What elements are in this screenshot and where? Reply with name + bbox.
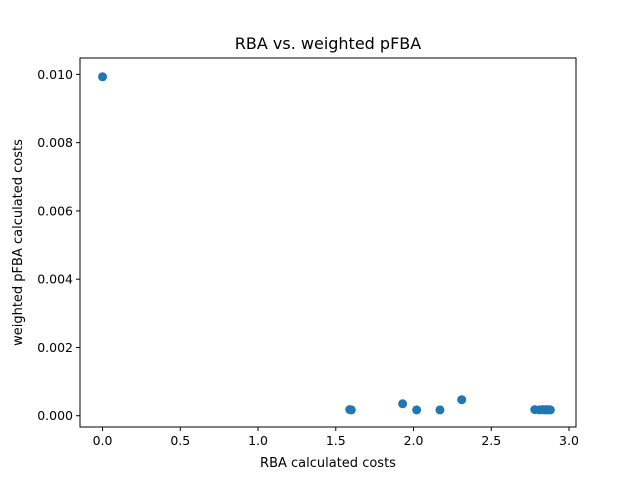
- data-point: [412, 405, 422, 415]
- data-point: [398, 399, 408, 409]
- y-tick-label: 0.002: [37, 340, 73, 355]
- y-tick-label: 0.008: [37, 135, 73, 150]
- data-point: [98, 72, 108, 82]
- points-layer: [98, 72, 555, 415]
- data-point: [435, 405, 445, 415]
- y-axis-label: weighted pFBA calculated costs: [11, 139, 26, 346]
- data-point: [346, 405, 356, 415]
- y-axis-ticks: 0.000 0.002 0.004 0.006 0.008 0.010: [37, 67, 80, 423]
- data-point: [545, 405, 555, 415]
- x-axis-label: RBA calculated costs: [260, 456, 396, 471]
- y-tick-label: 0.000: [37, 408, 73, 423]
- x-tick-label: 3.0: [559, 433, 579, 448]
- data-point: [457, 395, 467, 405]
- x-tick-label: 1.5: [326, 433, 346, 448]
- y-tick-label: 0.004: [37, 272, 73, 287]
- y-tick-label: 0.010: [37, 67, 73, 82]
- x-tick-label: 2.5: [481, 433, 501, 448]
- x-tick-label: 0.0: [93, 433, 113, 448]
- chart-title: RBA vs. weighted pFBA: [235, 34, 421, 53]
- x-tick-label: 1.0: [248, 433, 268, 448]
- x-tick-label: 2.0: [404, 433, 424, 448]
- x-axis-ticks: 0.0 0.5 1.0 1.5 2.0 2.5 3.0: [93, 427, 579, 448]
- y-tick-label: 0.006: [37, 203, 73, 218]
- plot-frame: [79, 57, 577, 428]
- x-tick-label: 0.5: [170, 433, 190, 448]
